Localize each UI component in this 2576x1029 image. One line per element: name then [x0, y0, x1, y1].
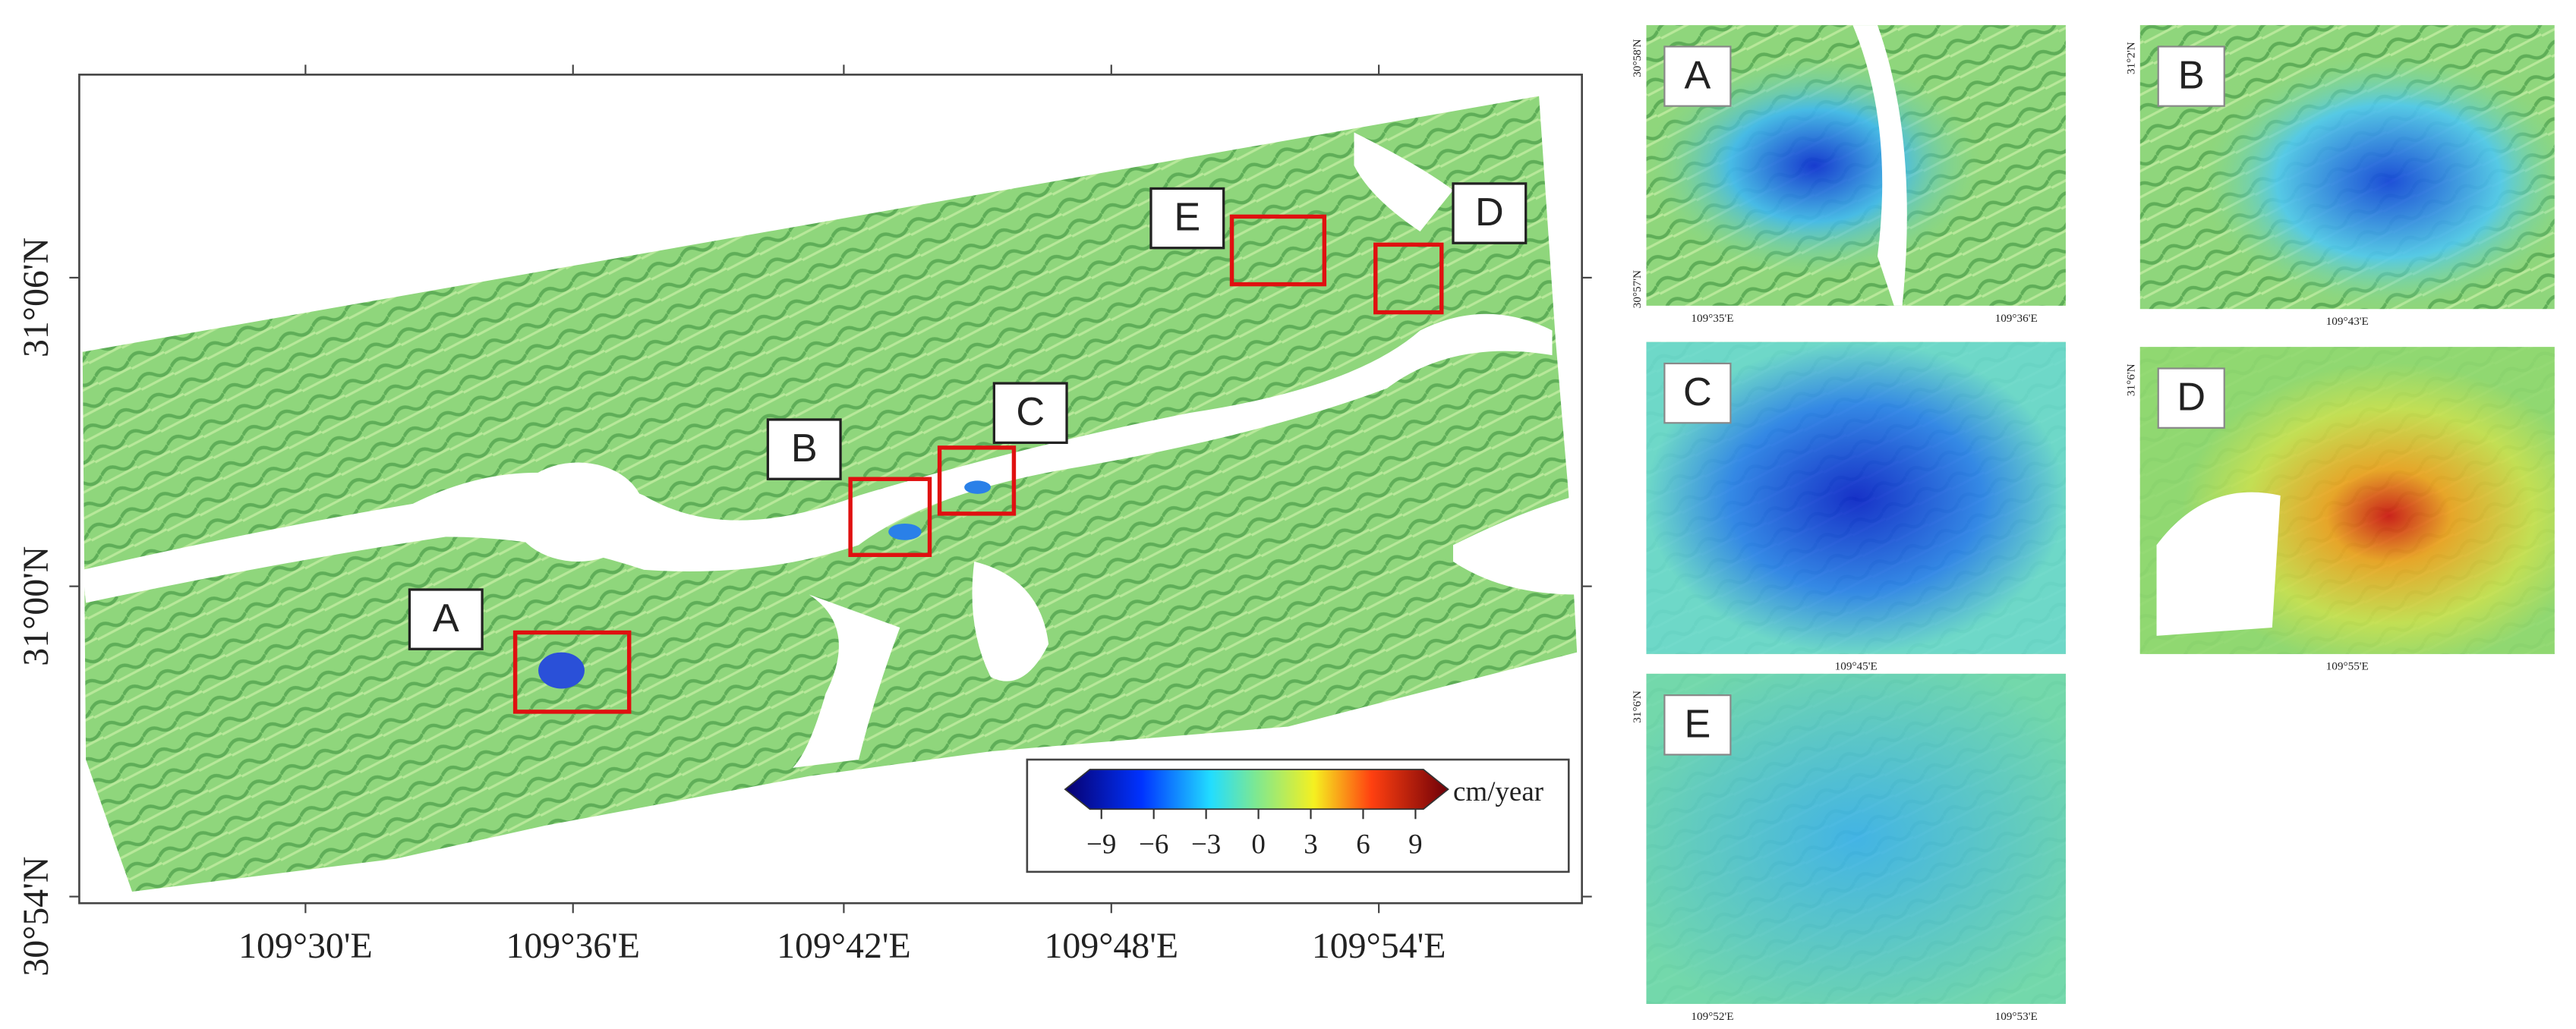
map-boxes: A B C D E: [408, 182, 1528, 714]
lon-label: 109°48'E: [1044, 926, 1178, 966]
label-box: [2157, 46, 2225, 107]
colorbar-tick: −9: [1086, 829, 1116, 860]
region-box: [937, 445, 1017, 516]
lat-label: 30°54'N: [16, 857, 56, 977]
inset-lon-label: 109°43'E: [2326, 315, 2369, 328]
colorbar-ticks: −9 −6 −3 0 3 6 9: [1086, 809, 1423, 860]
label-box: [1663, 362, 1732, 424]
inset-lat-label: 31°6'N: [1631, 691, 1644, 723]
inset-label: E: [1684, 702, 1711, 746]
river: [512, 462, 645, 562]
river: [82, 313, 1553, 603]
river: [1354, 132, 1453, 231]
region-label: D: [1475, 190, 1504, 234]
inset-lon-label: 109°55'E: [2326, 660, 2369, 673]
river: [793, 594, 900, 768]
colorbar-tick: −3: [1191, 829, 1221, 860]
river: [2156, 492, 2281, 636]
lon-label: 109°42'E: [777, 926, 911, 966]
inset-lon-label: 109°35'E: [1691, 312, 1733, 325]
inset-label: B: [2178, 53, 2205, 97]
colorbar-tick: 3: [1304, 829, 1317, 860]
region-box: [512, 630, 632, 714]
region-box: [1229, 214, 1327, 287]
region-label: B: [791, 426, 818, 470]
colorbar: [1064, 769, 1449, 810]
inset: E 109°52'E 109°53'E 31°6'N: [1631, 673, 2066, 1023]
label-box: [1149, 187, 1225, 250]
inset-label: C: [1683, 370, 1712, 414]
region-label: C: [1016, 390, 1045, 434]
inset-lon-label: 109°52'E: [1691, 1010, 1733, 1023]
river: [1453, 495, 1578, 595]
inset-lat-label: 30°57'N: [1631, 270, 1644, 308]
inset: B 109°43'E 31°2'N: [2124, 25, 2555, 328]
label-box: [1663, 46, 1732, 107]
inset: C 109°45'E: [1646, 341, 2066, 673]
inset-lat-label: 31°6'N: [2124, 363, 2137, 396]
inset-lat-label: 30°58'N: [1631, 39, 1644, 77]
region-box: [1373, 242, 1444, 315]
lat-label: 31°06'N: [16, 238, 56, 357]
anomaly: [538, 652, 585, 689]
inset-label: D: [2177, 376, 2206, 420]
inset-lon-label: 109°36'E: [1995, 312, 2038, 325]
region-label: A: [433, 596, 459, 640]
inset: D 109°55'E 31°6'N: [2124, 347, 2555, 673]
label-box: [992, 382, 1068, 445]
colorbar-tick: 6: [1356, 829, 1370, 860]
inset-label: A: [1684, 53, 1711, 97]
region-box: [848, 477, 932, 558]
inset-lon-label: 109°45'E: [1835, 660, 1878, 673]
colorbar-tick: 0: [1251, 829, 1265, 860]
map-ticks: 109°30'E 109°36'E 109°42'E 109°48'E 109°54'E…: [16, 65, 1592, 977]
lon-label: 109°54'E: [1312, 926, 1446, 966]
inset-lat-label: 31°2'N: [2124, 42, 2137, 74]
lon-label: 109°30'E: [238, 926, 373, 966]
label-box: [1663, 694, 1732, 756]
lat-label: 31°00'N: [16, 546, 56, 666]
terrain: [82, 96, 1578, 892]
colorbar-unit: cm/year: [1453, 776, 1543, 807]
label-box: [408, 588, 484, 650]
label-box: [766, 418, 842, 480]
river: [972, 561, 1049, 681]
lon-label: 109°36'E: [506, 926, 640, 966]
anomaly: [964, 480, 991, 494]
inset-lon-label: 109°53'E: [1995, 1010, 2038, 1023]
inset: A 109°35'E 109°36'E 30°58'N 30°57'N: [1631, 25, 2066, 325]
river: [1852, 25, 1907, 306]
label-box: [1452, 182, 1528, 244]
region-label: E: [1174, 196, 1200, 240]
label-box: [2157, 367, 2225, 429]
anomaly: [888, 523, 922, 540]
insets: A 109°35'E 109°36'E 30°58'N 30°57'N B 109°43'E…: [1631, 25, 2555, 1023]
colorbar-tick: 9: [1408, 829, 1422, 860]
colorbar-tick: −6: [1139, 829, 1168, 860]
